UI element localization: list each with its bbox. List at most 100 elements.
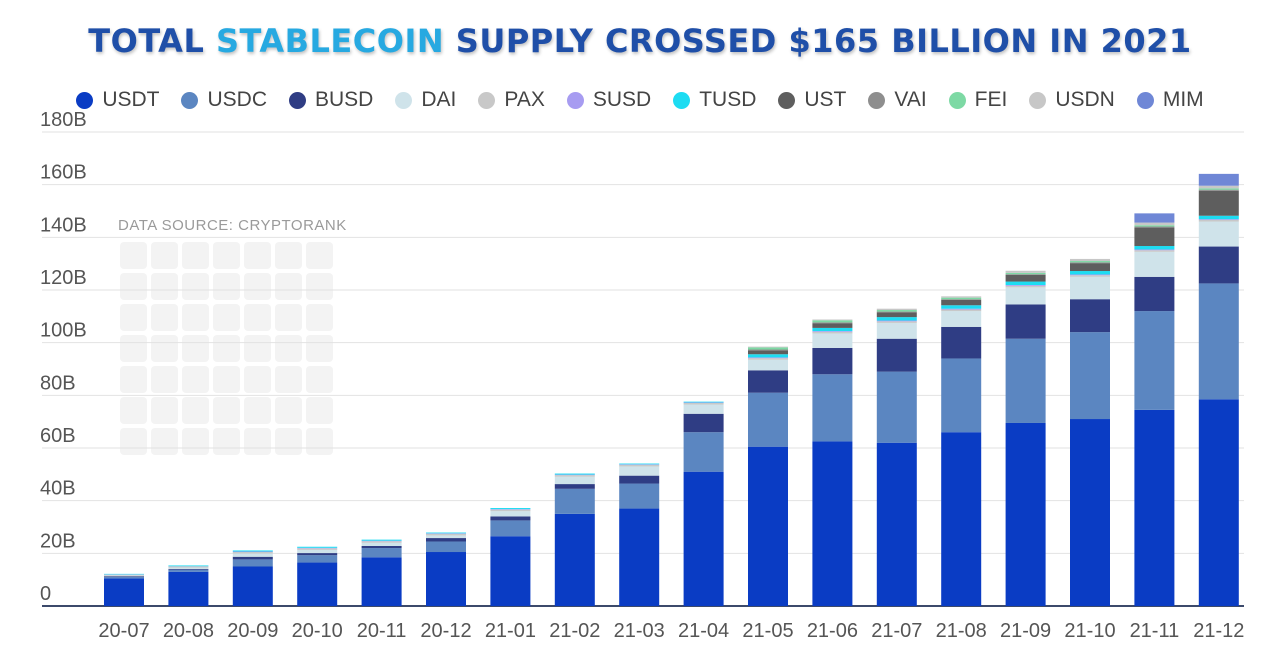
bar-fei-21-05[interactable]	[748, 347, 788, 350]
bar-usdc-21-02[interactable]	[554, 488, 595, 514]
bar-susd-21-11[interactable]	[1134, 249, 1175, 251]
bar-dai-21-05[interactable]	[748, 359, 788, 371]
legend-item-dai[interactable]: DAI	[395, 88, 456, 112]
bar-susd-20-11[interactable]	[361, 540, 402, 542]
bar-usdc-21-12[interactable]	[1198, 283, 1239, 400]
bar-fei-21-08[interactable]	[941, 297, 982, 300]
bar-tusd-21-08[interactable]	[941, 305, 982, 309]
bar-usdt-20-11[interactable]	[361, 557, 402, 606]
legend-item-ust[interactable]: UST	[778, 88, 846, 112]
bar-tusd-21-09[interactable]	[1005, 281, 1046, 285]
bar-usdc-20-11[interactable]	[361, 548, 402, 558]
bar-ust-21-10[interactable]	[1070, 263, 1110, 272]
bar-ust-21-05[interactable]	[748, 350, 788, 355]
bar-usdt-20-10[interactable]	[297, 562, 338, 606]
bar-tusd-21-04[interactable]	[683, 401, 724, 403]
bar-tusd-21-07[interactable]	[876, 317, 917, 321]
legend-item-fei[interactable]: FEI	[948, 88, 1007, 112]
bar-usdc-20-10[interactable]	[297, 555, 338, 563]
bar-usdt-21-03[interactable]	[619, 508, 660, 606]
bar-busd-21-12[interactable]	[1198, 246, 1239, 284]
bar-busd-20-09[interactable]	[232, 556, 273, 560]
bar-usdc-20-09[interactable]	[232, 559, 273, 567]
bar-usdt-20-07[interactable]	[104, 578, 144, 606]
bar-tusd-21-02[interactable]	[554, 473, 595, 475]
bar-usdt-20-08[interactable]	[168, 571, 209, 606]
bar-usdt-21-07[interactable]	[876, 442, 917, 606]
bar-susd-21-06[interactable]	[812, 331, 853, 332]
bar-pax-21-12[interactable]	[1198, 219, 1239, 222]
bar-busd-21-05[interactable]	[748, 370, 788, 393]
bar-usdt-21-01[interactable]	[490, 536, 531, 606]
bar-usdc-21-05[interactable]	[748, 392, 788, 447]
bar-ust-21-09[interactable]	[1005, 274, 1046, 282]
bar-dai-21-02[interactable]	[554, 476, 595, 485]
bar-pax-21-11[interactable]	[1134, 250, 1175, 252]
bar-busd-21-04[interactable]	[683, 413, 724, 433]
bar-pax-20-10[interactable]	[297, 548, 338, 550]
bar-ust-21-08[interactable]	[941, 300, 982, 306]
bar-ust-21-06[interactable]	[812, 323, 853, 328]
bar-pax-20-11[interactable]	[361, 541, 402, 543]
bar-dai-21-07[interactable]	[876, 322, 917, 339]
bar-dai-20-12[interactable]	[426, 535, 466, 539]
bar-busd-20-10[interactable]	[297, 553, 338, 556]
bar-pax-20-12[interactable]	[426, 533, 466, 536]
bar-pax-21-05[interactable]	[748, 358, 788, 360]
bar-dai-21-08[interactable]	[941, 311, 982, 327]
bar-vai-21-07[interactable]	[876, 311, 917, 313]
bar-usdn-21-06[interactable]	[812, 319, 853, 321]
bar-usdn-21-07[interactable]	[876, 308, 917, 311]
bar-usdc-20-12[interactable]	[426, 541, 466, 553]
bar-busd-21-03[interactable]	[619, 475, 660, 484]
bar-susd-21-01[interactable]	[490, 509, 531, 510]
bar-busd-20-11[interactable]	[361, 545, 402, 549]
bar-dai-21-03[interactable]	[619, 466, 660, 476]
bar-ust-21-11[interactable]	[1134, 227, 1175, 247]
bar-usdn-21-11[interactable]	[1134, 222, 1175, 226]
bar-usdc-21-08[interactable]	[941, 358, 982, 433]
bar-usdt-21-09[interactable]	[1005, 422, 1046, 606]
bar-tusd-21-05[interactable]	[748, 354, 788, 358]
bar-usdc-21-09[interactable]	[1005, 338, 1046, 423]
legend-item-susd[interactable]: SUSD	[566, 88, 651, 112]
bar-dai-20-09[interactable]	[232, 553, 273, 557]
legend-item-tusd[interactable]: TUSD	[673, 88, 756, 112]
bar-vai-21-11[interactable]	[1134, 226, 1175, 228]
bar-usdt-21-10[interactable]	[1070, 419, 1110, 606]
legend-item-usdn[interactable]: USDN	[1029, 88, 1115, 112]
bar-mim-21-12[interactable]	[1198, 173, 1239, 186]
legend-item-usdc[interactable]: USDC	[181, 88, 267, 112]
bar-busd-20-08[interactable]	[168, 568, 209, 570]
bar-busd-21-01[interactable]	[490, 516, 531, 521]
bar-usdc-21-04[interactable]	[683, 432, 724, 472]
bar-dai-20-08[interactable]	[168, 567, 209, 569]
bar-susd-21-10[interactable]	[1070, 274, 1110, 276]
bar-vai-21-06[interactable]	[812, 322, 853, 324]
bar-usdc-20-08[interactable]	[168, 569, 209, 572]
legend-item-pax[interactable]: PAX	[478, 88, 545, 112]
bar-tusd-20-12[interactable]	[426, 532, 466, 534]
bar-tusd-21-10[interactable]	[1070, 271, 1110, 275]
bar-susd-21-07[interactable]	[876, 320, 917, 322]
bar-busd-21-06[interactable]	[812, 347, 853, 375]
bar-tusd-21-01[interactable]	[490, 508, 531, 510]
bar-tusd-21-12[interactable]	[1198, 215, 1239, 220]
bar-susd-21-03[interactable]	[619, 464, 660, 465]
bar-usdn-21-12[interactable]	[1198, 185, 1239, 189]
bar-mim-21-11[interactable]	[1134, 213, 1175, 223]
bar-busd-21-11[interactable]	[1134, 276, 1175, 312]
bar-usdc-21-03[interactable]	[619, 483, 660, 509]
bar-busd-20-12[interactable]	[426, 538, 466, 542]
bar-usdt-21-08[interactable]	[941, 432, 982, 606]
bar-ust-21-12[interactable]	[1198, 190, 1239, 216]
bar-tusd-20-08[interactable]	[168, 565, 209, 567]
bar-susd-21-05[interactable]	[748, 357, 788, 359]
legend-item-vai[interactable]: VAI	[868, 88, 927, 112]
bar-busd-21-09[interactable]	[1005, 304, 1046, 339]
bar-tusd-21-06[interactable]	[812, 327, 853, 332]
bar-usdt-21-06[interactable]	[812, 441, 853, 606]
bar-usdt-21-11[interactable]	[1134, 409, 1175, 606]
bar-usdt-20-09[interactable]	[232, 566, 273, 607]
bar-usdc-21-06[interactable]	[812, 374, 853, 442]
